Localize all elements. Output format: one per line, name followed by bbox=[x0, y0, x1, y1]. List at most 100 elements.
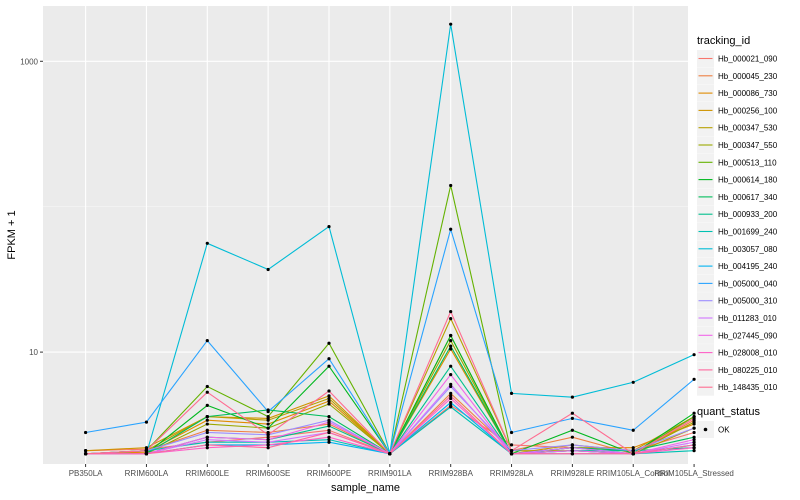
legend-label: Hb_003057_080 bbox=[718, 245, 778, 254]
x-tick-label: RRIM901LA bbox=[368, 469, 412, 478]
legend-label: Hb_000617_340 bbox=[718, 193, 778, 202]
x-tick-label: RRIM600PE bbox=[307, 469, 351, 478]
data-point bbox=[449, 391, 453, 395]
data-point bbox=[266, 267, 270, 272]
data-point bbox=[327, 341, 331, 345]
data-point bbox=[449, 364, 453, 368]
data-point bbox=[144, 446, 149, 450]
data-points bbox=[83, 22, 696, 456]
legend-label: Hb_000256_100 bbox=[718, 106, 778, 115]
legend-label: Hb_000614_180 bbox=[718, 176, 778, 185]
data-point bbox=[692, 443, 696, 447]
x-tick-label: RRIM600LA bbox=[125, 469, 169, 478]
data-point bbox=[327, 396, 331, 401]
data-point bbox=[449, 405, 453, 409]
data-point bbox=[509, 449, 514, 453]
legend-label: Hb_000347_550 bbox=[718, 141, 778, 150]
legend-label: Hb_000021_090 bbox=[718, 55, 778, 64]
x-tick-label: PB350LA bbox=[69, 469, 103, 478]
data-point bbox=[266, 435, 270, 439]
data-point bbox=[83, 449, 88, 453]
data-point bbox=[449, 382, 453, 386]
shape-legend-point bbox=[703, 427, 708, 432]
legend-label: Hb_004195_240 bbox=[718, 262, 778, 271]
data-point bbox=[266, 418, 270, 422]
data-point bbox=[570, 446, 574, 450]
y-tick-label: 1000 bbox=[20, 57, 38, 66]
data-point bbox=[692, 353, 696, 357]
data-point bbox=[205, 241, 209, 245]
data-point bbox=[327, 424, 331, 428]
data-point bbox=[83, 452, 88, 456]
data-point bbox=[631, 380, 635, 384]
data-point bbox=[266, 430, 270, 435]
shape-legend: quant_status OK bbox=[697, 406, 760, 438]
data-point bbox=[327, 420, 331, 424]
data-point bbox=[388, 452, 392, 456]
data-point bbox=[570, 416, 574, 420]
data-point bbox=[509, 443, 514, 447]
data-point bbox=[509, 452, 514, 456]
legend-label: Hb_000347_530 bbox=[718, 124, 778, 133]
data-point bbox=[327, 428, 331, 432]
data-point bbox=[266, 443, 270, 447]
data-point bbox=[631, 446, 635, 450]
data-point bbox=[327, 415, 331, 419]
y-axis: 10 1000 bbox=[20, 57, 43, 357]
data-point bbox=[327, 435, 331, 439]
data-point bbox=[205, 422, 209, 426]
data-point bbox=[692, 411, 696, 415]
x-tick-label: RRIM600LE bbox=[186, 469, 230, 478]
data-point bbox=[449, 22, 453, 26]
data-point bbox=[692, 420, 696, 424]
data-point bbox=[327, 364, 331, 368]
data-point bbox=[570, 428, 574, 432]
data-point bbox=[205, 428, 209, 432]
data-point bbox=[205, 440, 209, 444]
legend-label: Hb_000513_110 bbox=[718, 158, 777, 167]
legend-label: Hb_028008_010 bbox=[718, 349, 778, 358]
data-point bbox=[692, 440, 696, 444]
data-point bbox=[449, 338, 453, 343]
data-point bbox=[327, 224, 331, 229]
data-point bbox=[570, 435, 574, 439]
data-point bbox=[327, 357, 331, 361]
data-point bbox=[692, 416, 696, 420]
data-point bbox=[692, 446, 696, 450]
data-point bbox=[327, 438, 331, 442]
legend-label: Hb_005000_310 bbox=[718, 297, 778, 306]
x-tick-label: RRIM928LE bbox=[551, 469, 595, 478]
data-point bbox=[449, 344, 453, 348]
legend-label: Hb_027445_090 bbox=[718, 331, 778, 340]
data-point bbox=[509, 391, 514, 395]
grid bbox=[43, 6, 695, 464]
data-point bbox=[144, 452, 149, 456]
data-point bbox=[692, 438, 696, 442]
data-point bbox=[205, 415, 209, 419]
data-point bbox=[266, 426, 270, 430]
data-point bbox=[449, 373, 453, 377]
data-point bbox=[266, 415, 270, 419]
data-point bbox=[570, 411, 574, 415]
legend-label: Hb_000045_230 bbox=[718, 72, 778, 81]
x-tick-label: RRIM105LA_Stressed bbox=[654, 469, 734, 478]
data-point bbox=[205, 390, 209, 394]
data-point bbox=[631, 452, 635, 456]
data-point bbox=[692, 435, 696, 439]
legend-label: Hb_080225_010 bbox=[718, 366, 778, 375]
data-point bbox=[692, 430, 696, 435]
data-point bbox=[509, 430, 514, 435]
data-point bbox=[266, 446, 270, 450]
data-point bbox=[327, 430, 331, 435]
x-axis-title: sample_name bbox=[331, 482, 400, 494]
x-tick-label: RRIM928LA bbox=[490, 469, 534, 478]
data-point bbox=[449, 400, 453, 405]
data-point bbox=[327, 399, 331, 403]
data-point bbox=[449, 227, 453, 231]
data-point bbox=[266, 433, 270, 437]
data-point bbox=[449, 394, 453, 398]
legend-label: Hb_005000_040 bbox=[718, 279, 778, 288]
y-tick-label: 10 bbox=[29, 348, 38, 357]
y-axis-title: FPKM + 1 bbox=[6, 210, 18, 259]
data-point bbox=[449, 183, 453, 188]
